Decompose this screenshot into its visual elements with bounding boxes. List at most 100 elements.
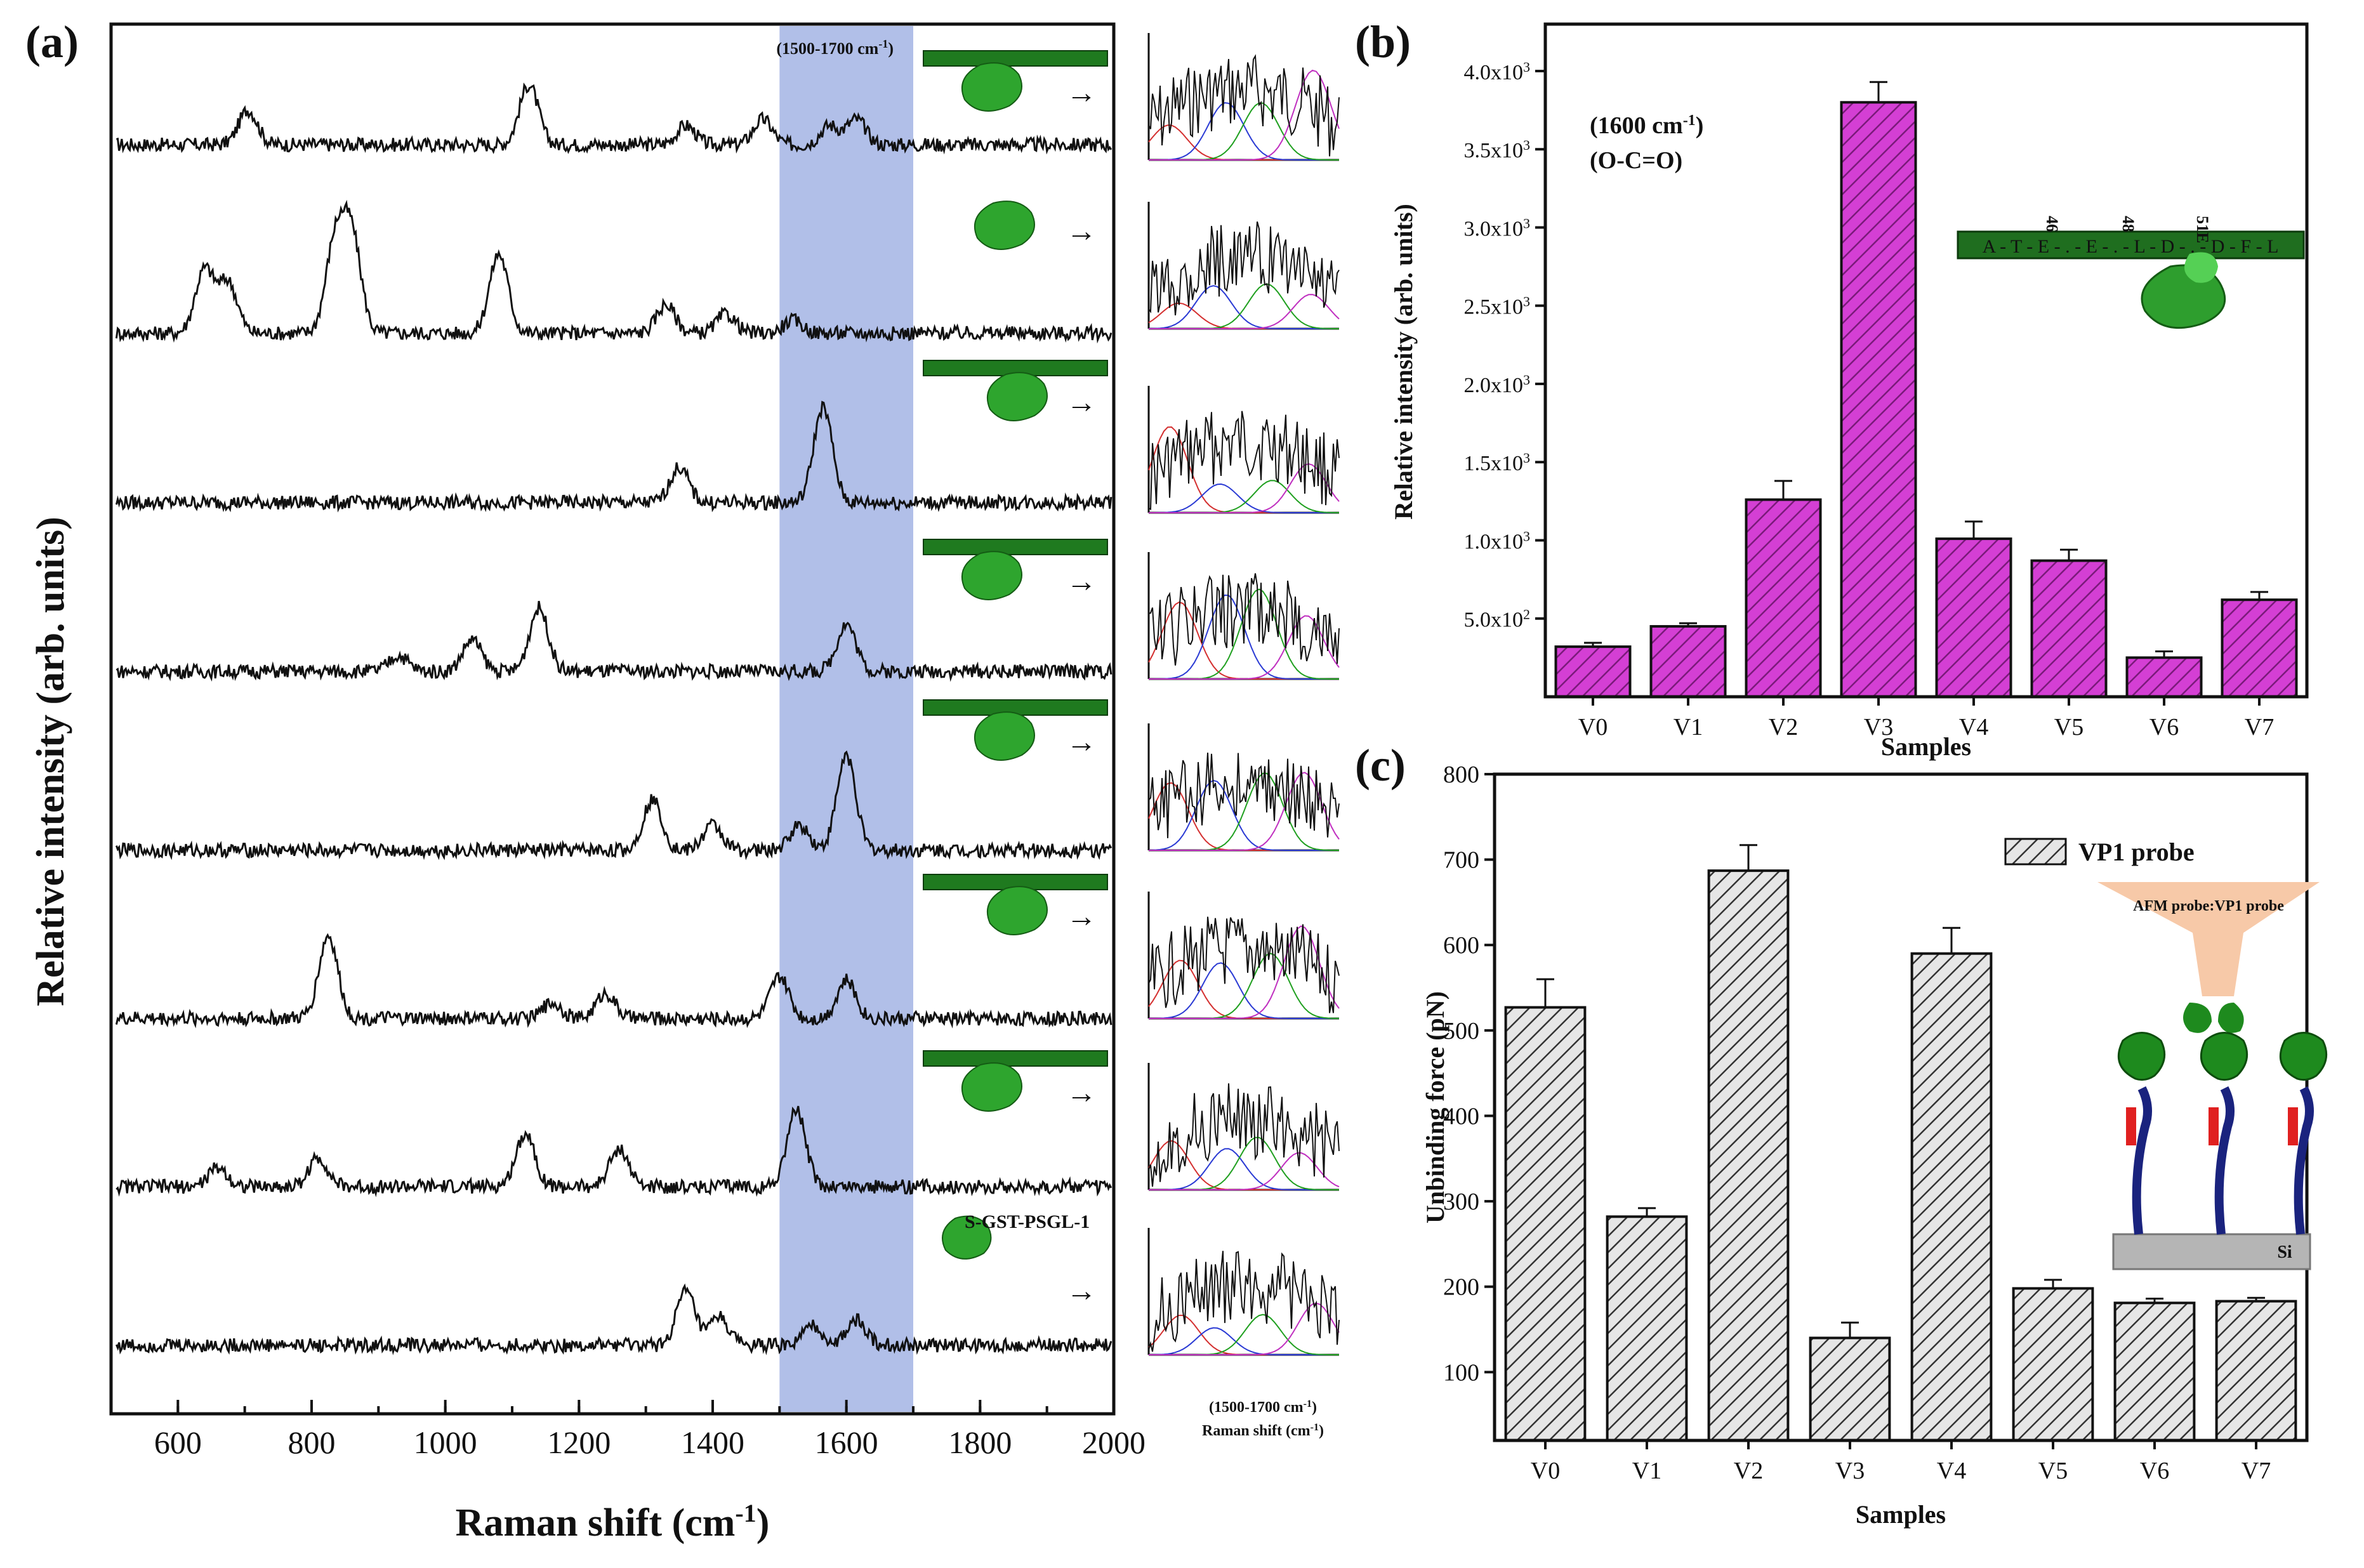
plot-frame-b: [1543, 22, 2309, 699]
structure-bar: [923, 1050, 1108, 1067]
spectra-group: [115, 82, 1113, 1355]
fit-curve: [1148, 124, 1339, 161]
fit-curve: [1149, 69, 1340, 161]
y-axis-label-b: Relative intensity (arb. units): [1389, 204, 1418, 520]
x-tick-label-a: 1400: [681, 1425, 744, 1460]
protein-icon: [961, 551, 1022, 600]
legend-c: VP1 probe: [2004, 838, 2195, 866]
arrow-icon: →: [1066, 725, 1097, 759]
x-tick-label: V2: [1769, 714, 1798, 741]
probe-protein-icon: [2183, 1003, 2212, 1033]
protein-icon: [974, 711, 1035, 761]
fit-curve: [1148, 302, 1339, 329]
fit-curve: [1149, 102, 1339, 161]
y-tick-mantissa: 4.0x10: [1464, 61, 1524, 84]
spectrum-line-6: [115, 933, 1113, 1029]
bar-V1: [1649, 625, 1727, 698]
y-tick-exponent: 3: [1523, 58, 1530, 74]
x-tick-label-a: 1800: [948, 1425, 1012, 1460]
receptor-protein-icon: [2117, 1032, 2166, 1081]
y-tick-mantissa: 5.0x10: [1464, 609, 1524, 632]
bottom-sample-label: S-GST-PSGL-1: [965, 1211, 1090, 1232]
si-label: Si: [2277, 1242, 2292, 1262]
residue-51: 51E: [2193, 216, 2212, 243]
ligand-icon: [2184, 252, 2218, 283]
x-tick-label: V4: [1959, 714, 1988, 741]
y-tick-exponent: 3: [1523, 371, 1530, 387]
sequence-bar: [1957, 230, 2305, 260]
fit-curve: [1148, 285, 1339, 329]
y-tick-label: 3.5x103: [1464, 137, 1531, 162]
y-axis-label-c: Unbinding force (pN): [1421, 991, 1449, 1223]
x-tick-label: V0: [1578, 714, 1608, 741]
legend-swatch: [2004, 838, 2067, 866]
y-tick-label: 4.0x103: [1464, 58, 1531, 84]
structure-bar: [923, 50, 1108, 67]
arrow-icon: →: [1066, 1076, 1097, 1110]
y-tick-label: 500: [1443, 1018, 1479, 1044]
inset-4: [1147, 552, 1340, 680]
axes-c: V0 V1 V2 V3 V4 V5 V6 V7 100 200 300 400 500 600 700 800: [1443, 761, 2271, 1484]
spectrum-line-4: [116, 600, 1113, 682]
arrow-icon: →: [1066, 1274, 1097, 1308]
afm-probe-label: AFM probe:VP1 probe: [2133, 898, 2284, 914]
receptor-tag-icon: [2209, 1107, 2219, 1145]
x-tick-label: V5: [2038, 1458, 2068, 1484]
x-tick-label-a: 1200: [547, 1425, 611, 1460]
residue-46: 46: [2043, 216, 2061, 232]
arrow-icon: →: [1066, 214, 1097, 248]
x-tick-label-a: 800: [288, 1425, 336, 1460]
protein-icon: [987, 372, 1048, 421]
spectrum-line-8: [116, 1283, 1113, 1355]
panel-a: (a) (1500-1700 cm-1) 600 800 1000 1200 1400 1…: [25, 16, 1340, 1545]
inset-7: [1147, 1063, 1340, 1191]
receptor-chain-icon: [2214, 1086, 2235, 1235]
fit-curve: [1149, 1148, 1339, 1190]
bar-V7: [2215, 1300, 2297, 1442]
x-tick-label: V3: [1835, 1458, 1865, 1484]
inset-2: [1147, 202, 1340, 330]
protein-icon: [974, 201, 1035, 250]
receptor-chain-icon: [2132, 1086, 2152, 1235]
y-tick-label: 2.0x103: [1464, 371, 1531, 397]
y-tick-label: 5.0x102: [1464, 606, 1531, 632]
x-tick-label-a: 1600: [815, 1425, 878, 1460]
inset-spectrum: [1148, 1251, 1340, 1352]
spectrum-line-7: [116, 1105, 1113, 1197]
x-tick-label-a: 2000: [1082, 1425, 1146, 1460]
fit-curve: [1149, 294, 1340, 329]
annotation-wavenumber: (1600 cm-1): [1590, 112, 1703, 139]
y-tick-exponent: 3: [1523, 137, 1530, 153]
receptor-chain-icon: [2294, 1086, 2314, 1235]
panel-b: (b) V0 V1 V2 V3 V4 V5 V6 V75.0x1021.0x1031.5x10…: [1355, 16, 2309, 761]
y-tick-mantissa: 1.0x10: [1464, 530, 1524, 553]
y-tick-exponent: 3: [1523, 450, 1530, 466]
legend-label: VP1 probe: [2078, 838, 2195, 866]
y-tick-label: 700: [1443, 847, 1479, 874]
x-tick-label: V5: [2054, 714, 2083, 741]
protein-icon: [961, 1062, 1022, 1112]
receptor-tag-icon: [2126, 1107, 2136, 1145]
inset-spectrum: [1148, 753, 1340, 838]
fit-curve: [1149, 102, 1339, 161]
receptor-protein-icon: [2200, 1032, 2248, 1081]
spectrum-line-5: [115, 750, 1113, 860]
inset-spectrum: [1148, 1083, 1340, 1187]
x-tick-label: V1: [1632, 1458, 1661, 1484]
fit-curve: [1149, 1152, 1340, 1190]
x-tick-label-a: 1000: [414, 1425, 477, 1460]
bars-b: [1554, 81, 2298, 699]
panel-a-label: (a): [25, 16, 79, 67]
receptors: [2117, 1032, 2328, 1235]
sequence-inset: A - T - E - . - E - . - L - D - . - D - …: [1957, 216, 2305, 329]
inset-3: [1147, 386, 1340, 514]
x-tick-label: V3: [1864, 714, 1893, 741]
annotation-bond: (O-C=O): [1590, 147, 1682, 174]
fit-curve: [1148, 1140, 1339, 1190]
spectrum-line-3: [115, 400, 1113, 513]
bar-V2: [1707, 869, 1790, 1442]
fit-curve: [1149, 615, 1340, 680]
y-tick-label: 200: [1443, 1274, 1479, 1301]
inset-spectrum: [1148, 411, 1340, 510]
